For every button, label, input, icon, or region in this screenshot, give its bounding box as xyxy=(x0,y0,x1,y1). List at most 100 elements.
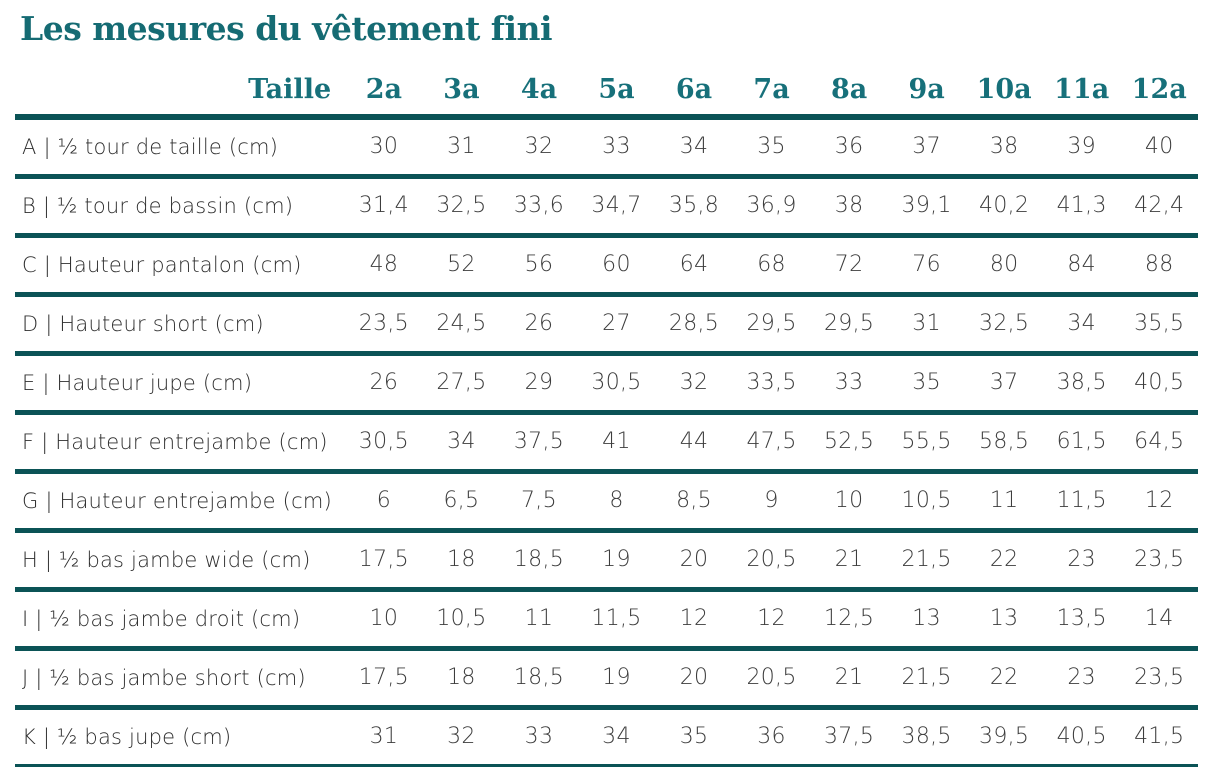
measurement-value: 37 xyxy=(887,116,966,179)
size-header-3a: 3a xyxy=(422,73,501,120)
measurement-value: 14 xyxy=(1120,589,1198,651)
measurement-value: 41,5 xyxy=(1120,707,1198,767)
measurement-value: 33 xyxy=(577,116,656,179)
measurement-value: 36 xyxy=(810,116,888,179)
table-row: F | Hauteur entrejambe (cm) 30,5 34 37,5 41 4… xyxy=(15,412,1198,474)
measurement-value: 23 xyxy=(1042,648,1121,710)
measurement-value: 37,5 xyxy=(500,412,578,474)
measurement-value: 41 xyxy=(577,412,656,474)
measurement-value: 34 xyxy=(655,116,733,179)
measurement-value: 21,5 xyxy=(887,530,966,592)
measurement-row-label: D | Hauteur short (cm) xyxy=(15,294,346,356)
measurement-value: 21 xyxy=(810,648,888,710)
measurement-row-label: G | Hauteur entrejambe (cm) xyxy=(15,471,346,533)
size-header-8a: 8a xyxy=(810,73,888,120)
measurement-value: 35,5 xyxy=(1120,294,1198,356)
size-header-12a: 12a xyxy=(1120,73,1198,120)
measurement-value: 32 xyxy=(655,353,733,415)
measurement-value: 36,9 xyxy=(732,176,811,238)
measurement-value: 9 xyxy=(732,471,811,533)
size-column-header: Taille xyxy=(15,73,346,120)
measurement-value: 61,5 xyxy=(1042,412,1121,474)
measurement-value: 29,5 xyxy=(732,294,811,356)
measurement-value: 10 xyxy=(810,471,888,533)
size-header-row: Taille 2a 3a 4a 5a 6a 7a 8a 9a 10a 11a 1… xyxy=(15,73,1198,120)
table-row: H | ½ bas jambe wide (cm) 17,5 18 18,5 19 20 2… xyxy=(15,530,1198,592)
measurement-value: 84 xyxy=(1042,235,1121,297)
measurement-value: 39 xyxy=(1042,116,1121,179)
measurement-value: 13,5 xyxy=(1042,589,1121,651)
size-header-2a: 2a xyxy=(345,73,423,120)
measurement-value: 27 xyxy=(577,294,656,356)
finished-garment-measurements-table: Taille 2a 3a 4a 5a 6a 7a 8a 9a 10a 11a 1… xyxy=(15,73,1198,767)
measurement-value: 31,4 xyxy=(345,176,423,238)
measurement-value: 26 xyxy=(500,294,578,356)
measurement-value: 64,5 xyxy=(1120,412,1198,474)
measurement-value: 37,5 xyxy=(810,707,888,767)
measurement-row-label: F | Hauteur entrejambe (cm) xyxy=(15,412,346,474)
measurement-value: 23,5 xyxy=(1120,648,1198,710)
measurement-value: 12 xyxy=(655,589,733,651)
measurement-value: 13 xyxy=(965,589,1043,651)
measurement-value: 48 xyxy=(345,235,423,297)
measurement-row-label: E | Hauteur jupe (cm) xyxy=(15,353,346,415)
measurement-value: 10,5 xyxy=(887,471,966,533)
measurement-value: 20,5 xyxy=(732,530,811,592)
measurement-value: 52,5 xyxy=(810,412,888,474)
measurement-value: 38 xyxy=(810,176,888,238)
measurement-value: 26 xyxy=(345,353,423,415)
measurement-value: 21 xyxy=(810,530,888,592)
measurement-table-body: A | ½ tour de taille (cm) 30 31 32 33 34 35 36 3… xyxy=(15,116,1198,767)
measurement-value: 35 xyxy=(887,353,966,415)
measurement-value: 21,5 xyxy=(887,648,966,710)
table-row: I | ½ bas jambe droit (cm) 10 10,5 11 11,5 12… xyxy=(15,589,1198,651)
measurement-value: 7,5 xyxy=(500,471,578,533)
measurement-value: 35,8 xyxy=(655,176,733,238)
measurement-value: 40,5 xyxy=(1120,353,1198,415)
measurement-value: 58,5 xyxy=(965,412,1043,474)
measurement-value: 32 xyxy=(500,116,578,179)
measurement-value: 80 xyxy=(965,235,1043,297)
measurement-value: 38,5 xyxy=(1042,353,1121,415)
measurement-value: 44 xyxy=(655,412,733,474)
size-header-7a: 7a xyxy=(732,73,811,120)
measurement-value: 35 xyxy=(732,116,811,179)
measurement-value: 23,5 xyxy=(345,294,423,356)
size-header-9a: 9a xyxy=(887,73,966,120)
measurement-value: 18,5 xyxy=(500,648,578,710)
measurement-value: 19 xyxy=(577,530,656,592)
measurement-value: 64 xyxy=(655,235,733,297)
measurement-value: 42,4 xyxy=(1120,176,1198,238)
measurement-value: 19 xyxy=(577,648,656,710)
measurement-value: 18,5 xyxy=(500,530,578,592)
measurement-value: 6 xyxy=(345,471,423,533)
measurement-value: 12 xyxy=(1120,471,1198,533)
measurement-value: 34 xyxy=(422,412,501,474)
size-header-4a: 4a xyxy=(500,73,578,120)
measurement-value: 40 xyxy=(1120,116,1198,179)
measurement-value: 30 xyxy=(345,116,423,179)
measurement-value: 33 xyxy=(500,707,578,767)
measurement-value: 29,5 xyxy=(810,294,888,356)
size-header-5a: 5a xyxy=(577,73,656,120)
measurement-value: 13 xyxy=(887,589,966,651)
table-row: D | Hauteur short (cm) 23,5 24,5 26 27 28,5 29… xyxy=(15,294,1198,356)
measurement-value: 29 xyxy=(500,353,578,415)
measurement-value: 30,5 xyxy=(345,412,423,474)
measurement-row-label: H | ½ bas jambe wide (cm) xyxy=(15,530,346,592)
measurement-value: 12,5 xyxy=(810,589,888,651)
measurement-row-label: K | ½ bas jupe (cm) xyxy=(15,707,346,767)
measurement-value: 28,5 xyxy=(655,294,733,356)
measurement-value: 39,1 xyxy=(887,176,966,238)
measurement-value: 37 xyxy=(965,353,1043,415)
table-row: J | ½ bas jambe short (cm) 17,5 18 18,5 19 20… xyxy=(15,648,1198,710)
measurement-value: 23 xyxy=(1042,530,1121,592)
size-header-6a: 6a xyxy=(655,73,733,120)
measurement-value: 31 xyxy=(887,294,966,356)
measurement-value: 38 xyxy=(965,116,1043,179)
measurement-value: 68 xyxy=(732,235,811,297)
measurement-value: 32,5 xyxy=(422,176,501,238)
measurement-row-label: B | ½ tour de bassin (cm) xyxy=(15,176,346,238)
size-header-10a: 10a xyxy=(965,73,1043,120)
